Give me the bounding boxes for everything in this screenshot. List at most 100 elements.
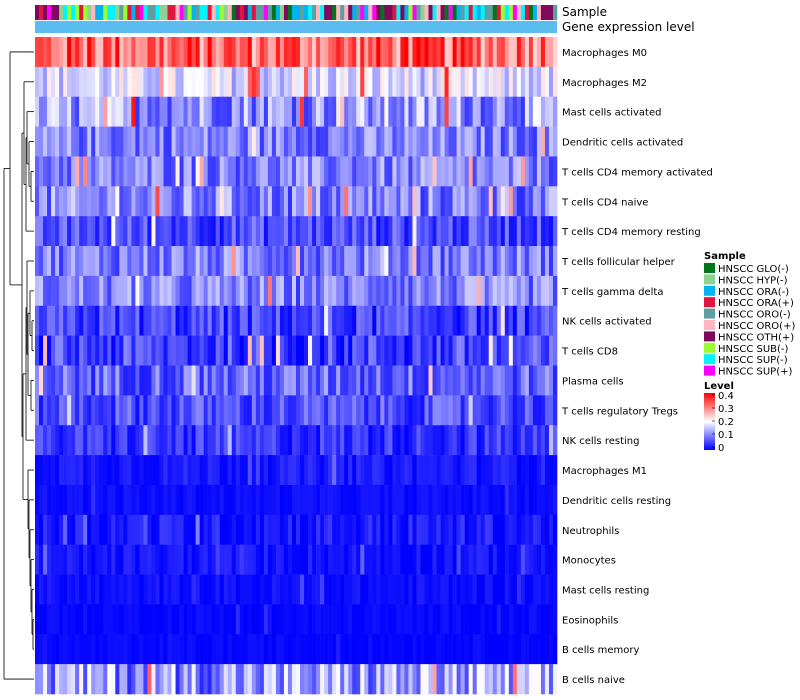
heatmap-cell [291,425,297,456]
heatmap-cell [51,37,56,68]
heatmap-cell [376,305,381,336]
heatmap-cell [396,455,401,486]
heatmap-cell [312,186,317,217]
heatmap-cell [211,186,216,217]
heatmap-cell [75,514,80,545]
heatmap-cell [444,365,449,396]
heatmap-cell [456,335,461,366]
heatmap-cell [39,96,44,127]
heatmap-cell [43,66,48,98]
heatmap-cell [143,664,148,695]
heatmap-cell [496,574,502,605]
heatmap-cell [243,484,249,516]
legend-swatch [704,274,715,285]
heatmap-cell [444,425,449,456]
heatmap-cell [139,37,144,68]
heatmap-cell [428,156,433,187]
heatmap-cell [195,484,200,516]
heatmap-cell [444,634,449,665]
heatmap-cell [460,425,465,456]
heatmap-cell [432,216,437,247]
heatmap-cell [39,37,44,68]
heatmap-cell [360,395,365,426]
heatmap-cell [159,484,164,516]
heatmap-cell [147,275,152,307]
heatmap-cell [304,455,309,486]
heatmap-cell [492,275,498,307]
heatmap-cell [287,634,293,665]
heatmap-cell [215,156,221,187]
heatmap-cell [512,604,518,635]
heatmap-cell [71,156,76,187]
heatmap-cell [151,365,156,396]
heatmap-cell [544,604,550,635]
heatmap-cell [95,126,100,157]
heatmap-cell [336,96,341,127]
heatmap-cell [91,544,96,575]
heatmap-cell [227,305,233,336]
heatmap-cell [432,664,437,695]
heatmap-cell [316,246,321,277]
heatmap-cell [39,305,44,336]
heatmap-cell [163,604,168,635]
heatmap-cell [448,544,453,575]
heatmap-cell [239,216,245,247]
heatmap-cell [39,544,44,575]
heatmap-cell [324,365,329,396]
heatmap-cell [155,66,160,98]
heatmap-cell [43,365,48,396]
heatmap-cell [332,514,337,545]
heatmap-cell [291,365,297,396]
heatmap-cell [308,484,313,516]
legend-entry-label: HNSCC OTH(+) [718,332,794,343]
sample-annotation-cell [440,5,445,20]
heatmap-cell [75,664,80,695]
heatmap-cell [175,634,180,665]
sample-annotation-cell [544,5,550,20]
heatmap-cell [524,126,530,157]
heatmap-cell [291,126,297,157]
heatmap-cell [388,275,393,307]
heatmap-cell [296,275,301,307]
heatmap-cell [107,514,112,545]
heatmap-cell [548,395,554,426]
heatmap-cell [215,604,221,635]
heatmap-cell [364,395,369,426]
heatmap-cell [83,246,88,277]
sample-annotation-cell [464,5,469,20]
heatmap-cell [267,484,273,516]
heatmap-cell [400,126,405,157]
sample-annotation-cell [408,5,413,20]
heatmap-cell [380,514,385,545]
heatmap-cell [380,275,385,307]
sample-annotation-cell [67,5,72,20]
heatmap-cell [540,395,546,426]
heatmap-cell [43,156,48,187]
heatmap-cell [476,275,482,307]
legend-entry-label: HNSCC ORO(+) [718,321,795,332]
heatmap-cell [175,604,180,635]
heatmap-cell [428,37,433,68]
heatmap-cell [111,186,116,217]
heatmap-cell [372,66,377,98]
heatmap-cell [99,425,104,456]
heatmap-cell [336,246,341,277]
heatmap-cell [147,216,152,247]
heatmap-cell [155,664,160,695]
sample-annotation-cell [171,5,176,20]
heatmap-cell [215,37,221,68]
heatmap-cell [460,66,465,98]
heatmap-cell [416,216,421,247]
heatmap-cell [123,305,128,336]
heatmap-cell [448,246,453,277]
heatmap-cell [91,96,96,127]
heatmap-cell [79,514,84,545]
heatmap-cell [287,275,293,307]
heatmap-cell [328,455,333,486]
heatmap-cell [75,395,80,426]
row-label: Macrophages M0 [562,48,647,59]
heatmap-cell [235,425,241,456]
heatmap-cell [508,156,514,187]
heatmap-cell [183,634,188,665]
heatmap-cell [508,335,514,366]
